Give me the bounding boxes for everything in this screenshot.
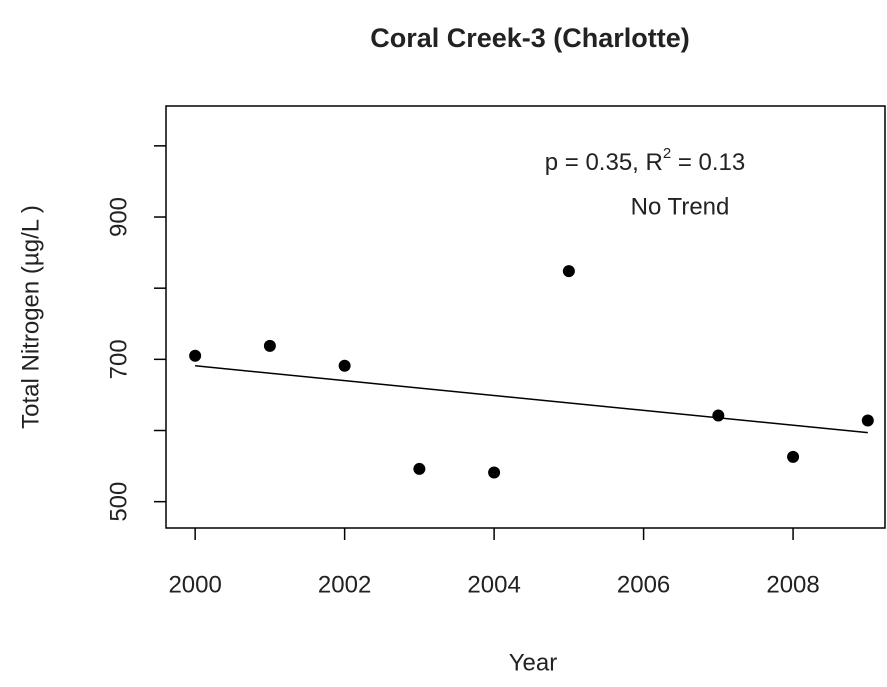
y-tick-label: 500 xyxy=(105,482,132,522)
trend-line xyxy=(195,365,868,434)
x-tick-label: 2008 xyxy=(766,571,819,598)
annotation-rest: = 0.13 xyxy=(671,149,745,176)
data-point xyxy=(263,339,276,352)
chart-title: Coral Creek-3 (Charlotte) xyxy=(370,23,690,53)
x-tick-label: 2002 xyxy=(318,571,371,598)
x-tick-label: 2000 xyxy=(168,571,221,598)
y-tick-label: 900 xyxy=(105,197,132,237)
plot-frame xyxy=(165,105,886,529)
y-tick-label: 700 xyxy=(105,339,132,379)
trend-label: No Trend xyxy=(631,193,730,220)
data-point xyxy=(861,414,874,427)
y-axis-label: Total Nitrogen (µg/L ) xyxy=(17,205,44,429)
annotation-text: p = 0.35, R xyxy=(545,149,663,176)
data-point xyxy=(712,409,725,422)
annotation: p = 0.35, R2 = 0.13 xyxy=(545,145,745,176)
x-tick-label: 2004 xyxy=(467,571,520,598)
annotation-superscript: 2 xyxy=(663,145,671,162)
data-point xyxy=(189,349,202,362)
data-point xyxy=(787,450,800,463)
data-point xyxy=(562,265,575,278)
data-point xyxy=(338,359,351,372)
data-point xyxy=(413,462,426,475)
x-tick-label: 2006 xyxy=(617,571,670,598)
x-axis-label: Year xyxy=(509,649,558,676)
data-point xyxy=(488,466,501,479)
